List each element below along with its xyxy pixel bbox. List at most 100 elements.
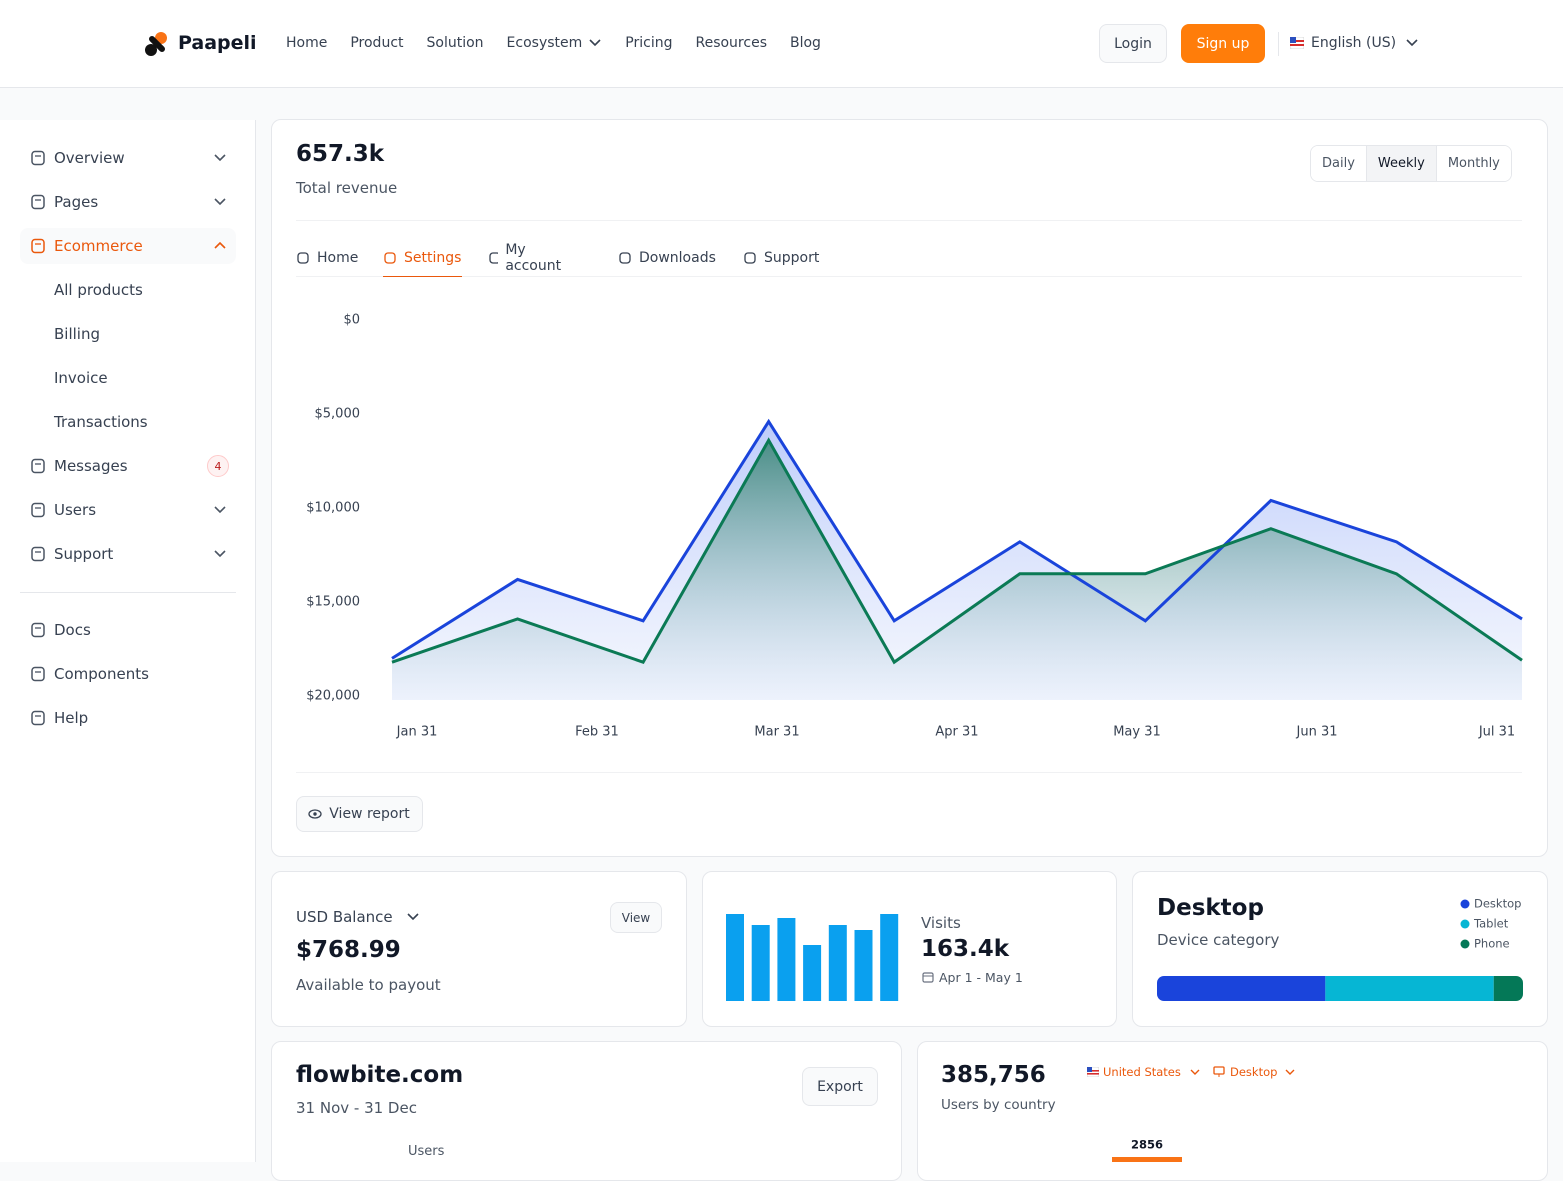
tab-label[interactable]: Support <box>764 250 820 266</box>
sidebar-item[interactable]: Users <box>20 492 236 528</box>
revenue-label: Total revenue <box>296 179 398 197</box>
flag-icon <box>1290 37 1304 49</box>
sidebar-label[interactable]: Overview <box>54 149 125 167</box>
view-report-button[interactable]: View report <box>296 796 423 832</box>
nav-link-text[interactable]: Home <box>286 35 328 51</box>
icon-shape <box>31 194 45 210</box>
view-button[interactable]: View <box>610 902 662 933</box>
bar <box>828 925 847 1001</box>
nav-link-text[interactable]: Pricing <box>625 35 673 51</box>
nav-link[interactable]: Pricing <box>625 35 672 51</box>
sidebar-label[interactable]: Pages <box>54 193 99 211</box>
brand: Paapeli <box>178 32 257 54</box>
icon-shape <box>31 710 45 726</box>
period-button[interactable]: Monthly <box>1435 146 1511 181</box>
nav-links: Home Product Solution Ecosystem Pricing Resou… <box>286 35 821 51</box>
period-button[interactable]: Daily <box>1311 146 1366 181</box>
device-chart: Desktop Tablet Phone <box>1157 897 1523 1001</box>
sidebar-label[interactable]: Docs <box>54 621 91 639</box>
sidebar-item[interactable]: Help <box>20 700 236 736</box>
sidebar-subitem[interactable]: Transactions <box>54 413 148 431</box>
export-button[interactable]: Export <box>802 1067 878 1106</box>
x-tick-label: Mar 31 <box>754 725 799 740</box>
nav-link-text[interactable]: Solution <box>426 35 484 51</box>
nav-link-text[interactable]: Product <box>350 35 404 51</box>
nav-link[interactable]: Home <box>286 35 327 51</box>
icon-shape <box>31 622 45 638</box>
device-title: Desktop <box>1157 895 1264 921</box>
nav-link-text[interactable]: Ecosystem <box>506 35 583 51</box>
tab-label[interactable]: Settings <box>404 250 462 266</box>
nav-link[interactable]: Resources <box>695 35 767 51</box>
sidebar-label[interactable]: Ecommerce <box>54 237 143 255</box>
visits-range: Apr 1 - May 1 <box>939 970 1023 985</box>
sidebar-subitem[interactable]: All products <box>54 281 143 299</box>
sidebar-label[interactable]: Help <box>54 709 89 727</box>
nav-link[interactable]: Product <box>350 35 403 51</box>
tab[interactable]: Downloads <box>618 240 716 276</box>
sidebar-item[interactable]: Overview <box>20 140 236 176</box>
calendar-icon <box>922 972 934 983</box>
sidebar-item[interactable]: Messages 4 <box>20 448 236 484</box>
balance-title[interactable]: USD Balance <box>296 908 393 926</box>
visits-value: 163.4k <box>921 936 1010 962</box>
sidebar-item[interactable]: Ecommerce <box>20 228 236 264</box>
sidebar-item[interactable]: Docs <box>20 612 236 648</box>
x-tick-label: Jul 31 <box>1478 725 1515 740</box>
divider <box>1278 32 1279 56</box>
sidebar-label[interactable]: Support <box>54 545 114 563</box>
device-subtitle: Device category <box>1157 931 1280 949</box>
legend-dot <box>1460 919 1470 929</box>
icon <box>31 710 45 726</box>
country-label: Users by country <box>941 1097 1056 1113</box>
nav-link[interactable]: Ecosystem <box>507 35 603 51</box>
tab-label[interactable]: Home <box>317 250 359 266</box>
nav-link[interactable]: Solution <box>427 35 484 51</box>
divider <box>296 772 1522 773</box>
chevron <box>1285 1069 1295 1075</box>
tab-icon <box>619 252 631 264</box>
visits-card <box>702 871 1117 1027</box>
sidebar-item[interactable]: Pages <box>20 184 236 220</box>
tab[interactable]: My account <box>488 240 565 276</box>
chevron-shape <box>214 506 226 514</box>
icon <box>31 238 45 254</box>
tab[interactable]: Settings <box>383 240 463 277</box>
nav-link-text[interactable]: Blog <box>789 35 821 51</box>
country-filter[interactable]: United States <box>1103 1065 1181 1079</box>
bar-segment <box>1325 976 1494 1001</box>
area <box>392 440 1522 700</box>
logo-icon <box>145 32 167 56</box>
period-button[interactable]: Weekly <box>1365 146 1436 181</box>
data-label: 2856 <box>1131 1138 1163 1152</box>
icon <box>31 150 45 166</box>
sidebar-label[interactable]: Components <box>54 665 149 683</box>
legend-label: Phone <box>1474 937 1510 951</box>
chevron <box>214 198 226 206</box>
signup-button[interactable]: Sign up <box>1181 24 1265 63</box>
sidebar-item[interactable]: Support <box>20 536 236 572</box>
chevron <box>214 550 226 558</box>
sidebar-item[interactable]: Components <box>20 656 236 692</box>
x-tick-label: Apr 31 <box>935 725 978 740</box>
sidebar-subitem[interactable]: Billing <box>54 325 100 343</box>
tab[interactable]: Home <box>296 240 358 276</box>
bar <box>751 925 770 1001</box>
sidebar-subitem[interactable]: Invoice <box>54 369 108 387</box>
login-button[interactable]: Login <box>1099 24 1167 63</box>
y-tick-label: $5,000 <box>315 407 361 422</box>
device-filter[interactable]: Desktop <box>1230 1065 1278 1079</box>
nav-link-text[interactable]: Resources <box>695 35 767 51</box>
tab[interactable]: Support <box>743 240 819 276</box>
sidebar-label[interactable]: Users <box>54 501 97 519</box>
tab-label[interactable]: Downloads <box>639 250 716 266</box>
sidebar-label[interactable]: Messages <box>54 457 128 475</box>
site-range: 31 Nov - 31 Dec <box>296 1099 417 1117</box>
nav-link[interactable]: Blog <box>790 35 821 51</box>
chevron-shape <box>214 241 226 249</box>
balance-amount: $768.99 <box>296 937 401 963</box>
icon <box>31 502 45 518</box>
tab-label[interactable]: My account <box>505 242 562 274</box>
language[interactable]: English (US) <box>1311 35 1397 51</box>
legend-dot <box>1460 899 1470 909</box>
